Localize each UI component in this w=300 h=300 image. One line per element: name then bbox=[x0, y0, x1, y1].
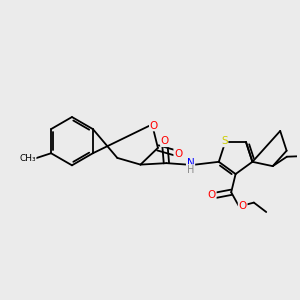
Text: H: H bbox=[187, 165, 194, 175]
Text: O: O bbox=[150, 121, 158, 130]
Text: O: O bbox=[161, 136, 169, 146]
Text: CH₃: CH₃ bbox=[19, 154, 36, 163]
Text: O: O bbox=[174, 149, 182, 159]
Text: N: N bbox=[187, 158, 194, 167]
Text: O: O bbox=[208, 190, 216, 200]
Text: S: S bbox=[221, 136, 228, 146]
Text: O: O bbox=[238, 200, 247, 211]
